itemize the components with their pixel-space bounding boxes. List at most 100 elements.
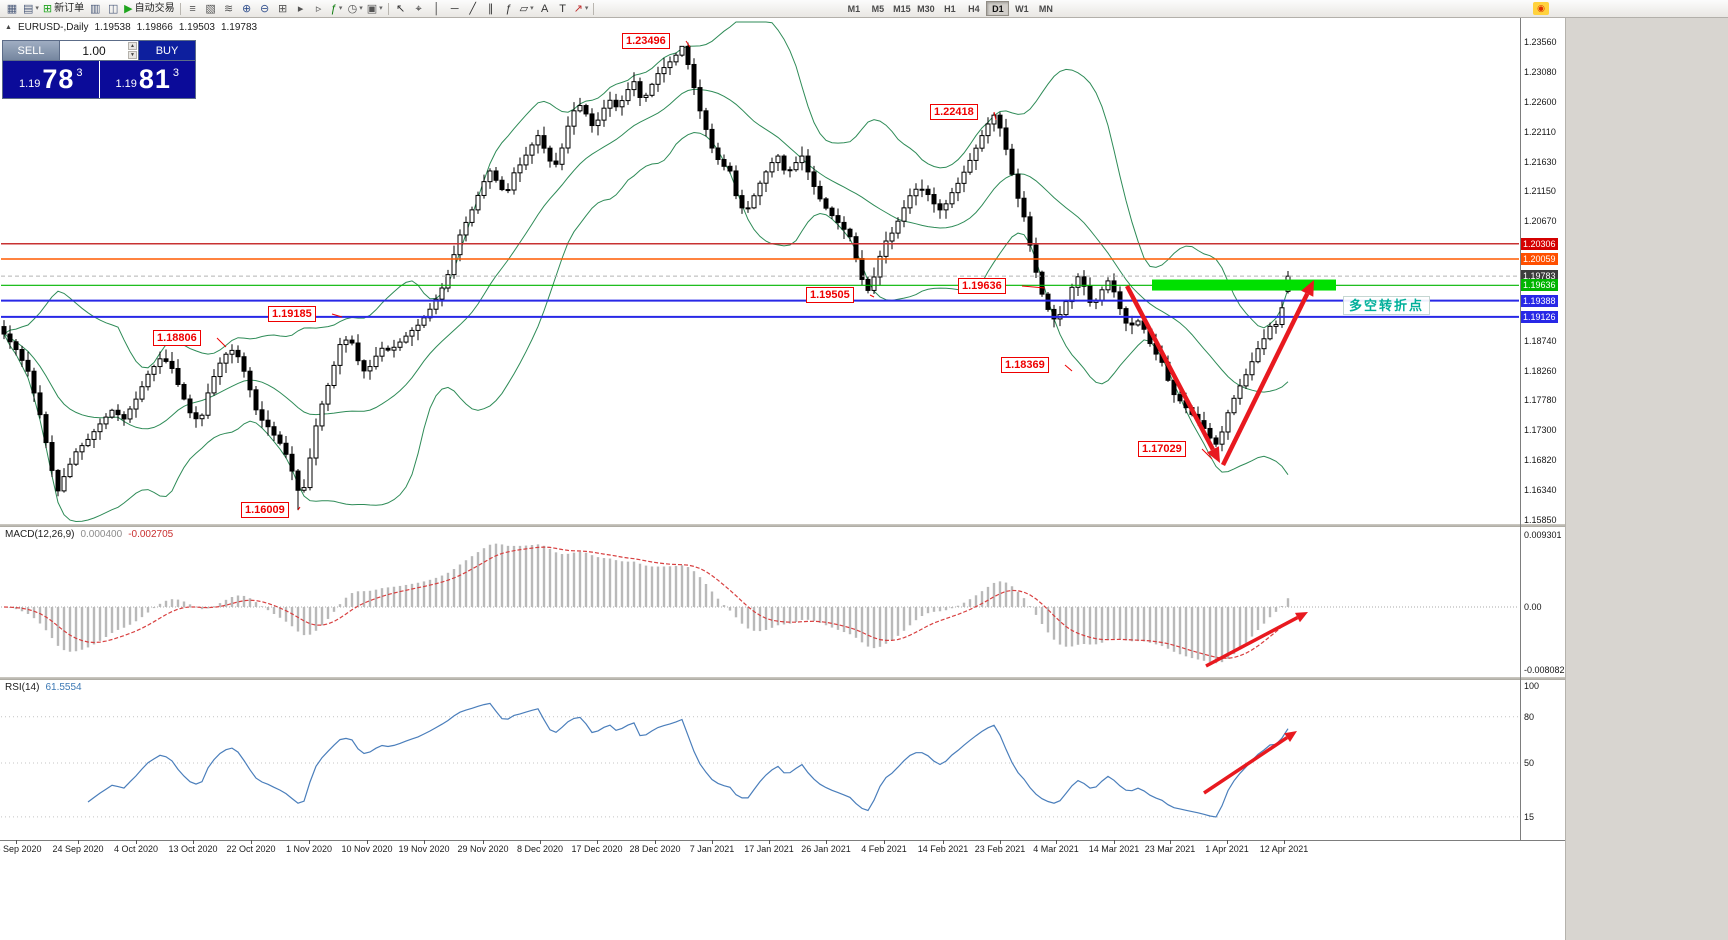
- new-chart-icon[interactable]: ▦: [3, 1, 21, 17]
- price-callout[interactable]: 1.19185: [268, 306, 316, 322]
- bollinger-bands: [3, 21, 1289, 523]
- indicators-icon[interactable]: ƒ ▾: [328, 1, 346, 17]
- sell-price-main: 78: [42, 64, 75, 94]
- date-axis-tick: [483, 840, 484, 844]
- main-toolbar: ▦ ▤ ▾ ⊞ 新订单 ▥ ◫ ▶ 自动交易 ≡ ▧ ≋ ⊕ ⊖ ⊞ ▸ ▹ ƒ ▾ ◷ ▾ ▣ ▾ ↖ ⌖ │ ─ ╱ ∥ ƒ ▱ ▾ A T ↗…: [0, 0, 1728, 18]
- date-axis-label: 29 Nov 2020: [457, 844, 509, 854]
- rsi-name: RSI(14): [5, 682, 40, 693]
- candlestick-chart-icon[interactable]: ▧: [202, 1, 220, 17]
- date-axis-label: 13 Oct 2020: [168, 844, 218, 854]
- vertical-line-icon[interactable]: │: [428, 1, 446, 17]
- timeframe-h1[interactable]: H1: [944, 3, 956, 14]
- date-axis-tick: [1000, 840, 1001, 844]
- sell-button[interactable]: SELL: [3, 41, 59, 60]
- ohlc-low: 1.19503: [178, 22, 215, 33]
- price-callout[interactable]: 1.22418: [930, 104, 978, 120]
- fibonacci-icon[interactable]: ƒ: [500, 1, 518, 17]
- price-axis-tick: 1.18260: [1524, 365, 1557, 376]
- fibonacci-icon: ƒ: [505, 2, 512, 15]
- timeframe-h4[interactable]: H4: [968, 3, 980, 14]
- channel-icon[interactable]: ∥: [482, 1, 500, 17]
- navigator-icon[interactable]: ◫: [104, 1, 122, 17]
- timeframe-d1[interactable]: D1: [986, 1, 1010, 16]
- auto-scroll-icon[interactable]: ▸: [292, 1, 310, 17]
- arrows-icon: ↗: [573, 2, 583, 15]
- cursor-icon: ↖: [396, 2, 406, 15]
- price-callout[interactable]: 1.18806: [153, 330, 201, 346]
- market-watch-icon[interactable]: ▥: [86, 1, 104, 17]
- text-icon[interactable]: A: [536, 1, 554, 17]
- price-callout[interactable]: 1.23496: [622, 33, 670, 49]
- date-axis-label: 1 Nov 2020: [285, 844, 333, 854]
- buy-price-button[interactable]: 1.19 81 3: [99, 61, 195, 98]
- trend-arrows[interactable]: [1125, 280, 1314, 795]
- price-axis-tick: 1.23560: [1524, 37, 1557, 47]
- update-notification-icon[interactable]: ◉: [1533, 2, 1549, 15]
- timeframe-w1[interactable]: W1: [1015, 3, 1029, 14]
- profiles-icon[interactable]: ▤ ▾: [21, 1, 41, 17]
- rsi-axis-label: 15: [1524, 811, 1535, 822]
- date-axis-label: 8 Dec 2020: [516, 844, 564, 854]
- label-icon[interactable]: T: [554, 1, 572, 17]
- timeframe-m1[interactable]: M1: [847, 3, 861, 14]
- turning-point-annotation[interactable]: 多空转折点: [1343, 296, 1431, 315]
- price-callout[interactable]: 1.19636: [958, 278, 1006, 294]
- line-chart-icon[interactable]: ≋: [220, 1, 238, 17]
- price-callout[interactable]: 1.18369: [1001, 357, 1049, 373]
- timeframe-m15[interactable]: M15: [893, 3, 911, 14]
- new-order-button[interactable]: ⊞ 新订单: [41, 1, 86, 17]
- buy-price-pip: 3: [172, 67, 180, 79]
- price-callout[interactable]: 1.16009: [241, 502, 289, 518]
- date-axis-label: 28 Dec 2020: [629, 844, 681, 854]
- timeframe-mn[interactable]: MN: [1038, 3, 1053, 14]
- price-callout[interactable]: 1.19505: [806, 287, 854, 303]
- macd-axis-label: -0.008082: [1524, 664, 1565, 675]
- price-callout[interactable]: 1.17029: [1138, 441, 1186, 457]
- date-axis-tick: [1056, 840, 1057, 844]
- autotrading-icon: ▶: [124, 2, 133, 15]
- price-level-tag: 1.20306: [1521, 237, 1558, 250]
- date-axis-label: 7 Jan 2021: [689, 844, 735, 854]
- zoom-out-icon[interactable]: ⊖: [256, 1, 274, 17]
- date-axis-tick: [712, 840, 713, 844]
- arrows-icon[interactable]: ↗ ▾: [572, 1, 591, 17]
- timeframe-m5[interactable]: M5: [871, 3, 885, 14]
- volume-down-button[interactable]: ▼: [128, 51, 137, 59]
- templates-icon[interactable]: ▣ ▾: [365, 1, 385, 17]
- date-axis-tick: [655, 840, 656, 844]
- zoom-in-icon[interactable]: ⊕: [238, 1, 256, 17]
- crosshair-icon[interactable]: ⌖: [410, 1, 428, 17]
- buy-button[interactable]: BUY: [139, 41, 195, 60]
- rsi-splitter[interactable]: [0, 677, 1565, 680]
- caret-down-icon: ▾: [338, 4, 343, 12]
- date-axis-tick: [769, 840, 770, 844]
- zoom-in-icon: ⊕: [242, 2, 252, 15]
- horizontal-line-icon: ─: [450, 2, 459, 15]
- date-axis-label: 14 Mar 2021: [1088, 844, 1140, 854]
- buy-price-main: 81: [138, 64, 171, 94]
- periods-icon[interactable]: ◷ ▾: [346, 1, 365, 17]
- volume-up-button[interactable]: ▲: [128, 42, 137, 50]
- chart-shift-icon[interactable]: ▹: [310, 1, 328, 17]
- cursor-icon[interactable]: ↖: [392, 1, 410, 17]
- volume-input[interactable]: [60, 41, 138, 60]
- tile-windows-icon[interactable]: ⊞: [274, 1, 292, 17]
- date-axis-label: 15 Sep 2020: [0, 844, 42, 854]
- sell-price-button[interactable]: 1.19 78 3: [3, 61, 99, 98]
- support-zone[interactable]: [1152, 279, 1336, 291]
- date-axis-tick: [16, 840, 17, 844]
- timeframe-m30[interactable]: M30: [917, 3, 935, 14]
- rsi-value: 61.5554: [45, 682, 82, 693]
- caret-down-icon: ▾: [584, 4, 589, 12]
- price-level-tag: 1.19783: [1521, 270, 1558, 283]
- trendline-icon[interactable]: ╱: [464, 1, 482, 17]
- autotrading-button[interactable]: ▶ 自动交易: [122, 1, 176, 17]
- macd-splitter[interactable]: [0, 524, 1565, 527]
- date-axis-tick: [367, 840, 368, 844]
- shapes-icon[interactable]: ▱ ▾: [518, 1, 536, 17]
- horizontal-line-icon[interactable]: ─: [446, 1, 464, 17]
- price-level-tag: 1.19126: [1521, 310, 1558, 323]
- date-axis-tick: [136, 840, 137, 844]
- bar-chart-icon[interactable]: ≡: [184, 1, 202, 17]
